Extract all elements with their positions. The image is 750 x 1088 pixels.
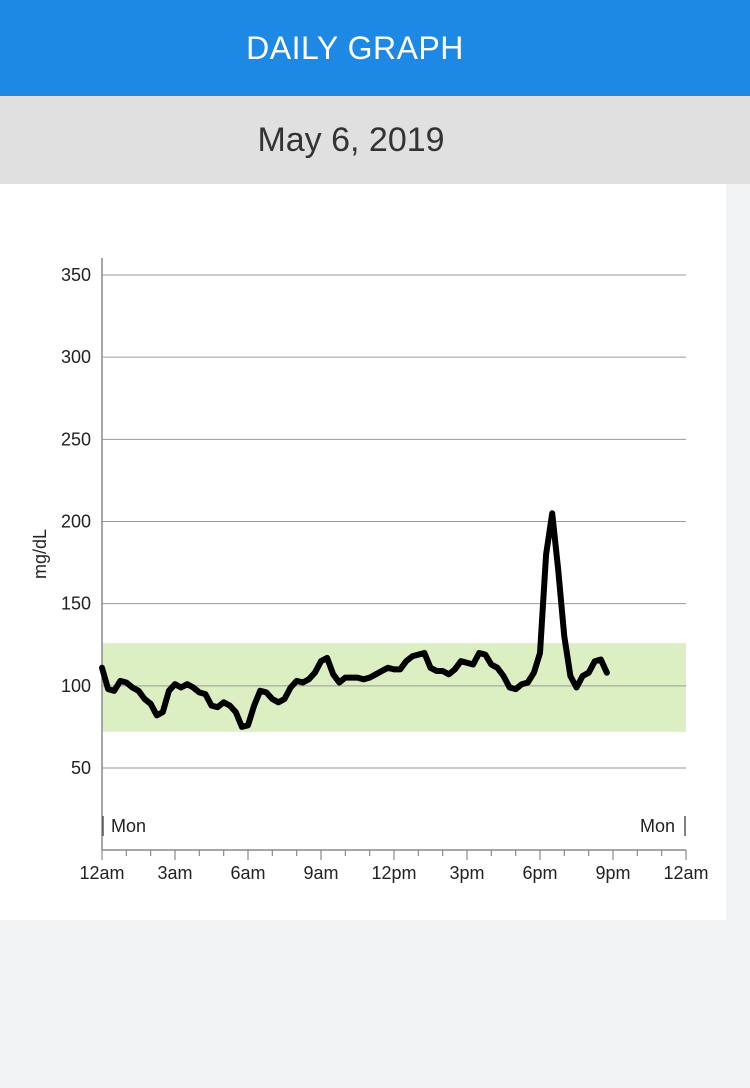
daily-graph-card: 50 100 150 200 250 300 350 12am 3am 6am 9am 12pm 3pm… [0, 184, 726, 920]
x-tick-label-4: 12pm [371, 863, 416, 883]
date-bar: May 6, 2019 [0, 96, 750, 184]
x-tick-label-3: 9am [303, 863, 338, 883]
y-tick-label-350: 350 [61, 265, 91, 285]
target-range-band [102, 643, 686, 732]
y-tick-label-200: 200 [61, 512, 91, 532]
x-tick-label-1: 3am [157, 863, 192, 883]
page-title: DAILY GRAPH [246, 29, 464, 66]
x-tick-label-0: 12am [79, 863, 124, 883]
date-label: May 6, 2019 [257, 120, 445, 159]
y-tick-label-250: 250 [61, 429, 91, 449]
y-axis-title: mg/dL [30, 529, 50, 579]
y-tick-label-300: 300 [61, 347, 91, 367]
x-tick-label-2: 6am [230, 863, 265, 883]
y-tick-label-150: 150 [61, 594, 91, 614]
app-header: DAILY GRAPH [0, 0, 750, 96]
glucose-series-line-0 [99, 510, 610, 730]
x-tick-label-6: 6pm [522, 863, 557, 883]
y-tick-label-50: 50 [71, 758, 91, 778]
day-label-start: Mon [111, 816, 146, 836]
day-label-end: Mon [640, 816, 675, 836]
y-tick-label-100: 100 [61, 676, 91, 696]
glucose-line-chart: 50 100 150 200 250 300 350 12am 3am 6am 9am 12pm 3pm… [30, 258, 709, 883]
x-tick-label-5: 3pm [449, 863, 484, 883]
x-tick-label-8: 12am [663, 863, 708, 883]
x-tick-label-7: 9pm [595, 863, 630, 883]
